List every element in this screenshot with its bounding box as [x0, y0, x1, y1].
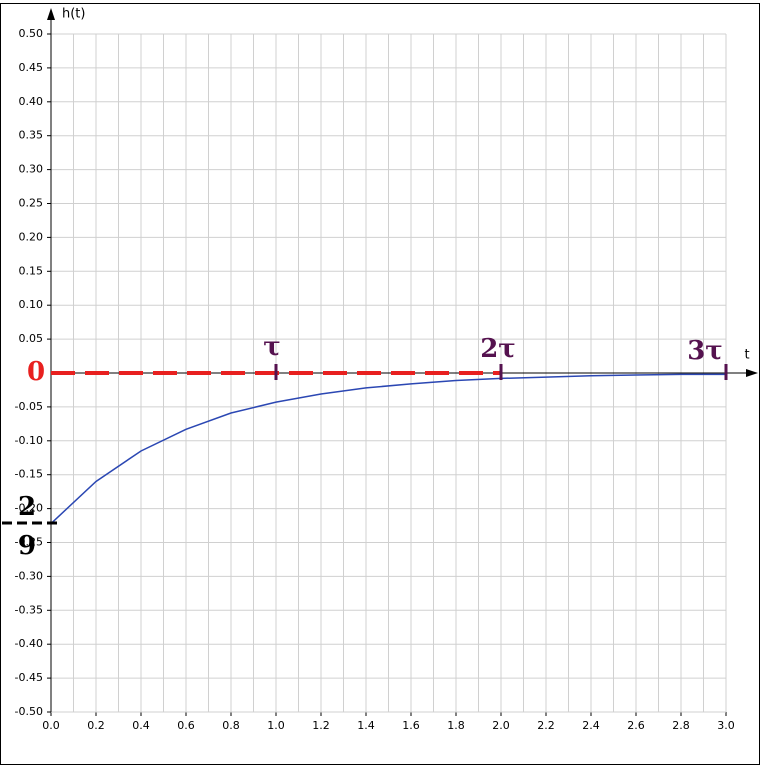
x-tick-label: 1.2 [312, 719, 330, 732]
y-tick-label: -0.40 [15, 637, 43, 650]
x-tick-label: 0.8 [222, 719, 240, 732]
y-tick-label: -0.50 [15, 705, 43, 718]
x-tick-label: 2.2 [537, 719, 555, 732]
y-tick-label: 0.20 [19, 230, 44, 243]
y-tick-label: 0.25 [19, 197, 44, 210]
y-tick-label: -0.35 [15, 603, 43, 616]
x-tick-label: 1.0 [267, 719, 285, 732]
x-tick-label: 3.0 [717, 719, 735, 732]
y-tick-label: -0.45 [15, 671, 43, 684]
y-tick-label: -0.30 [15, 569, 43, 582]
y-tick-label: 0.30 [19, 163, 44, 176]
y-axis-label: h(t) [62, 7, 85, 22]
x-tick-label: 1.6 [402, 719, 420, 732]
frame [0, 3, 760, 765]
x-tick-label: 0.2 [87, 719, 105, 732]
x-axis-label: t [744, 348, 749, 363]
x-tick-label: 0.4 [132, 719, 150, 732]
y-tick-label: 0.05 [19, 332, 44, 345]
x-tick-label: 2.4 [582, 719, 600, 732]
y-axis-arrow [47, 8, 55, 20]
x-axis-arrow [746, 369, 758, 377]
x-tick-label: 2.8 [672, 719, 690, 732]
curve [50, 373, 726, 525]
y-tick-label: -0.20 [15, 502, 43, 515]
annotation: 2τ [480, 334, 516, 364]
y-tick-label: -0.10 [15, 434, 43, 447]
y-tick-label: 0.35 [19, 129, 44, 142]
x-tick-label: 1.4 [357, 719, 375, 732]
x-tick-label: 1.8 [447, 719, 465, 732]
annotation: 3τ [687, 336, 723, 366]
y-tick-label: 0.40 [19, 95, 44, 108]
x-tick-label: 2.6 [627, 719, 645, 732]
y-tick-label: 0.50 [19, 27, 44, 40]
x-tick-label: 0.6 [177, 719, 195, 732]
y-tick-label: 0.15 [19, 264, 44, 277]
annotation: τ [263, 332, 281, 362]
y-tick-label: -0.05 [15, 400, 43, 413]
fraction-denominator: 9 [18, 531, 36, 561]
annotation: 0 [27, 357, 45, 387]
x-tick-label: 2.0 [492, 719, 510, 732]
y-tick-label: 0.10 [19, 298, 44, 311]
y-tick-label: 0.45 [19, 61, 44, 74]
fraction-numerator: 2 [18, 492, 36, 522]
x-tick-label: 0.0 [42, 719, 60, 732]
y-tick-label: -0.15 [15, 468, 43, 481]
y-tick-label: -0.25 [15, 536, 43, 549]
